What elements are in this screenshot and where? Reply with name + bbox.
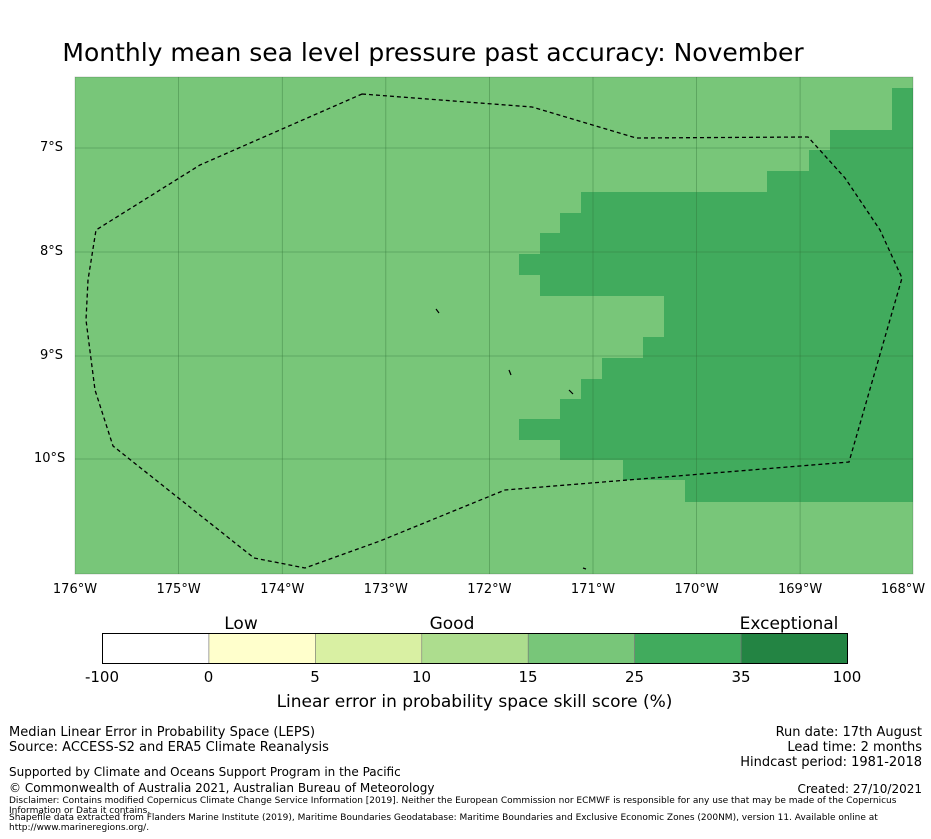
lat-tick-label: 10°S [34, 451, 66, 466]
colorbar-tick: 35 [731, 668, 751, 686]
hindcast-text: Hindcast period: 1981-2018 [740, 755, 922, 770]
lat-tick-label: 9°S [40, 348, 64, 363]
colorbar [102, 633, 848, 664]
exceptional-skill-region [519, 88, 913, 502]
category-label-low: Low [224, 614, 258, 634]
lon-tick-label: 169°W [778, 582, 823, 597]
lon-tick-label: 168°W [880, 582, 926, 597]
lon-tick-label: 172°W [467, 582, 512, 597]
lat-tick-label: 7°S [40, 140, 64, 155]
disclaimer-text: Disclaimer: Contains modified Copernicus… [9, 796, 897, 816]
colorbar-swatch [102, 633, 210, 664]
islands [435, 308, 587, 570]
colorbar-label: Linear error in probability space skill … [276, 692, 673, 712]
category-label-good: Good [429, 614, 475, 634]
lon-tick-label: 173°W [363, 582, 408, 597]
lat-tick-label: 8°S [40, 244, 64, 259]
source-text: Source: ACCESS-S2 and ERA5 Climate Reana… [9, 740, 329, 755]
colorbar-tick: -100 [84, 668, 120, 686]
method-text: Median Linear Error in Probability Space… [9, 725, 316, 740]
colorbar-swatch [208, 633, 316, 664]
lon-tick-label: 175°W [156, 582, 201, 597]
eez-boundary [85, 93, 903, 569]
colorbar-tick: 100 [832, 668, 862, 686]
copyright-text: © Commonwealth of Australia 2021, Austra… [9, 781, 435, 795]
lon-tick-label: 174°W [260, 582, 305, 597]
colorbar-swatch [634, 633, 742, 664]
shapefile-credit-text: Shapefile data extracted from Flanders M… [9, 813, 878, 833]
colorbar-tick: 15 [518, 668, 538, 686]
run-date-text: Run date: 17th August [775, 725, 922, 740]
colorbar-tick: 5 [310, 668, 320, 686]
colorbar-tick: 25 [624, 668, 645, 686]
lead-time-text: Lead time: 2 months [787, 740, 922, 755]
support-text: Supported by Climate and Oceans Support … [9, 765, 401, 779]
map-gridlines [75, 77, 913, 574]
lon-tick-label: 176°W [52, 582, 98, 597]
colorbar-swatch [421, 633, 529, 664]
chart-title: Monthly mean sea level pressure past acc… [62, 38, 804, 67]
created-date-text: Created: 27/10/2021 [797, 782, 922, 796]
colorbar-tick: 10 [411, 668, 432, 686]
lon-tick-label: 170°W [674, 582, 719, 597]
colorbar-swatch [527, 633, 635, 664]
colorbar-swatch [315, 633, 423, 664]
skill-map [74, 76, 914, 575]
category-label-exceptional: Exceptional [739, 614, 839, 634]
colorbar-tick: 0 [203, 668, 214, 686]
lon-tick-label: 171°W [570, 582, 616, 597]
colorbar-swatch [740, 633, 848, 664]
map-frame [74, 76, 914, 575]
